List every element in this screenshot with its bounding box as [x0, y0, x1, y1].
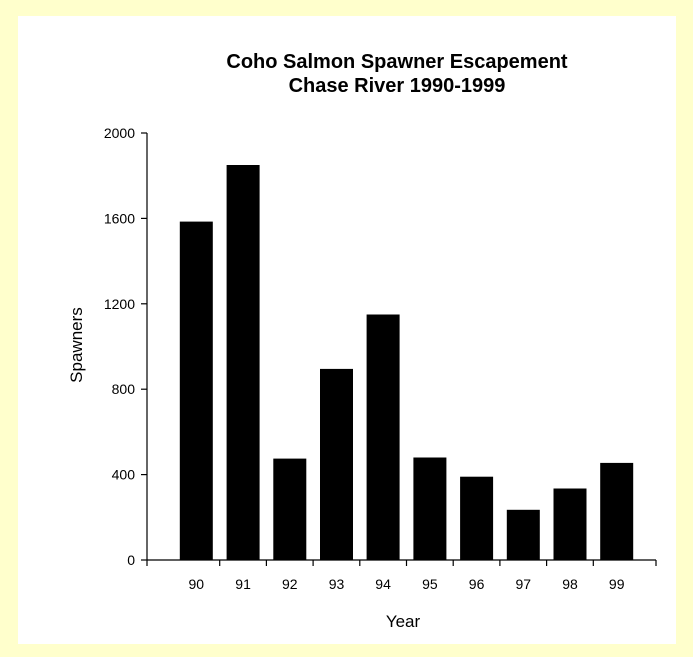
chart-title-line-1: Coho Salmon Spawner Escapement — [226, 51, 568, 73]
x-tick-label: 97 — [516, 576, 532, 592]
bars — [179, 165, 634, 560]
bar-95 — [413, 457, 447, 560]
y-tick-label: 1200 — [104, 296, 135, 312]
x-axis-label: Year — [386, 612, 421, 631]
bar-90 — [179, 221, 213, 560]
bar-97 — [506, 509, 540, 560]
y-tick-label: 2000 — [104, 125, 135, 141]
bar-96 — [460, 476, 494, 560]
y-ticks: 0 400 800 1200 1600 2000 — [104, 125, 147, 568]
bar-99 — [600, 462, 634, 560]
x-tick-label: 91 — [235, 576, 251, 592]
x-tick-label: 96 — [469, 576, 485, 592]
y-tick-label: 400 — [112, 467, 136, 483]
chart-title-line-2: Chase River 1990-1999 — [289, 75, 506, 97]
bar-94 — [366, 314, 400, 560]
bar-92 — [273, 458, 307, 560]
x-tick-label: 95 — [422, 576, 438, 592]
x-tick-label: 98 — [562, 576, 578, 592]
x-ticks: 90 91 92 93 94 95 96 97 98 99 — [146, 560, 657, 592]
x-tick-label: 99 — [609, 576, 625, 592]
y-tick-label: 800 — [112, 381, 136, 397]
x-tick-label: 92 — [282, 576, 298, 592]
x-tick-label: 90 — [189, 576, 205, 592]
x-tick-label: 94 — [375, 576, 391, 592]
bar-93 — [320, 368, 353, 560]
x-tick-label: 93 — [329, 576, 345, 592]
y-tick-label: 1600 — [104, 210, 135, 226]
y-tick-label: 0 — [127, 552, 135, 568]
y-axis-label: Spawners — [67, 307, 86, 383]
bar-98 — [553, 488, 587, 560]
bar-91 — [226, 165, 260, 560]
